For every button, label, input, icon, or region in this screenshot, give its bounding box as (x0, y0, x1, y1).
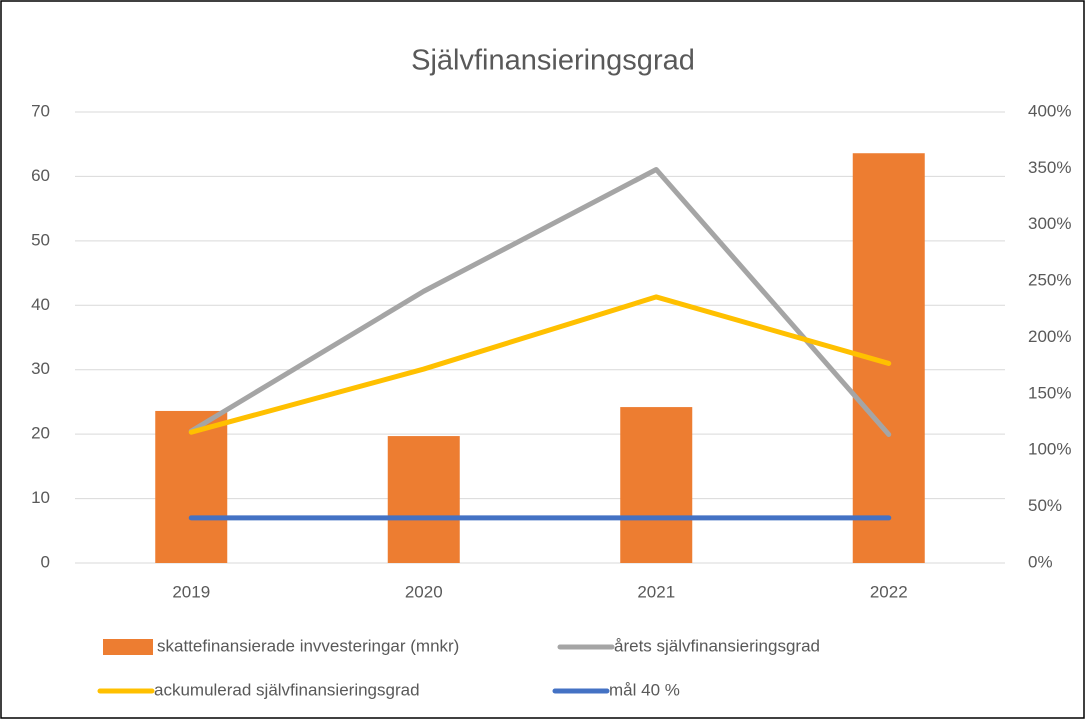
x-tick-label: 2019 (172, 582, 210, 601)
y-tick-label: 50 (31, 230, 50, 249)
legend-label: årets självfinansieringsgrad (614, 636, 820, 655)
y2-tick-label: 50% (1028, 496, 1062, 515)
y2-tick-label: 100% (1028, 440, 1071, 459)
y-tick-label: 70 (31, 101, 50, 120)
x-tick-label: 2020 (405, 582, 443, 601)
bar (387, 436, 460, 563)
x-tick-label: 2022 (870, 582, 908, 601)
y-tick-label: 30 (31, 359, 50, 378)
y-tick-label: 60 (31, 166, 50, 185)
legend-label: skattefinansierade invvesteringar (mnkr) (157, 636, 459, 655)
y-tick-label: 10 (31, 488, 50, 507)
y2-tick-label: 300% (1028, 214, 1071, 233)
y2-tick-label: 400% (1028, 101, 1071, 120)
bar (620, 407, 693, 563)
x-tick-label: 2021 (637, 582, 675, 601)
y2-tick-label: 200% (1028, 327, 1071, 346)
y-tick-label: 20 (31, 424, 50, 443)
line (188, 294, 892, 435)
y2-tick-label: 250% (1028, 271, 1071, 290)
y-tick-label: 0 (41, 552, 50, 571)
y2-tick-label: 0% (1028, 552, 1053, 571)
chart-title: Självfinansieringsgrad (411, 45, 695, 77)
line (188, 167, 892, 437)
legend-label: mål 40 % (609, 680, 680, 699)
y2-tick-label: 150% (1028, 383, 1071, 402)
y-tick-label: 40 (31, 295, 50, 314)
y2-tick-label: 350% (1028, 158, 1071, 177)
legend-label: ackumulerad självfinansieringsgrad (154, 680, 420, 699)
legend-swatch (103, 639, 153, 655)
bar (155, 410, 228, 563)
